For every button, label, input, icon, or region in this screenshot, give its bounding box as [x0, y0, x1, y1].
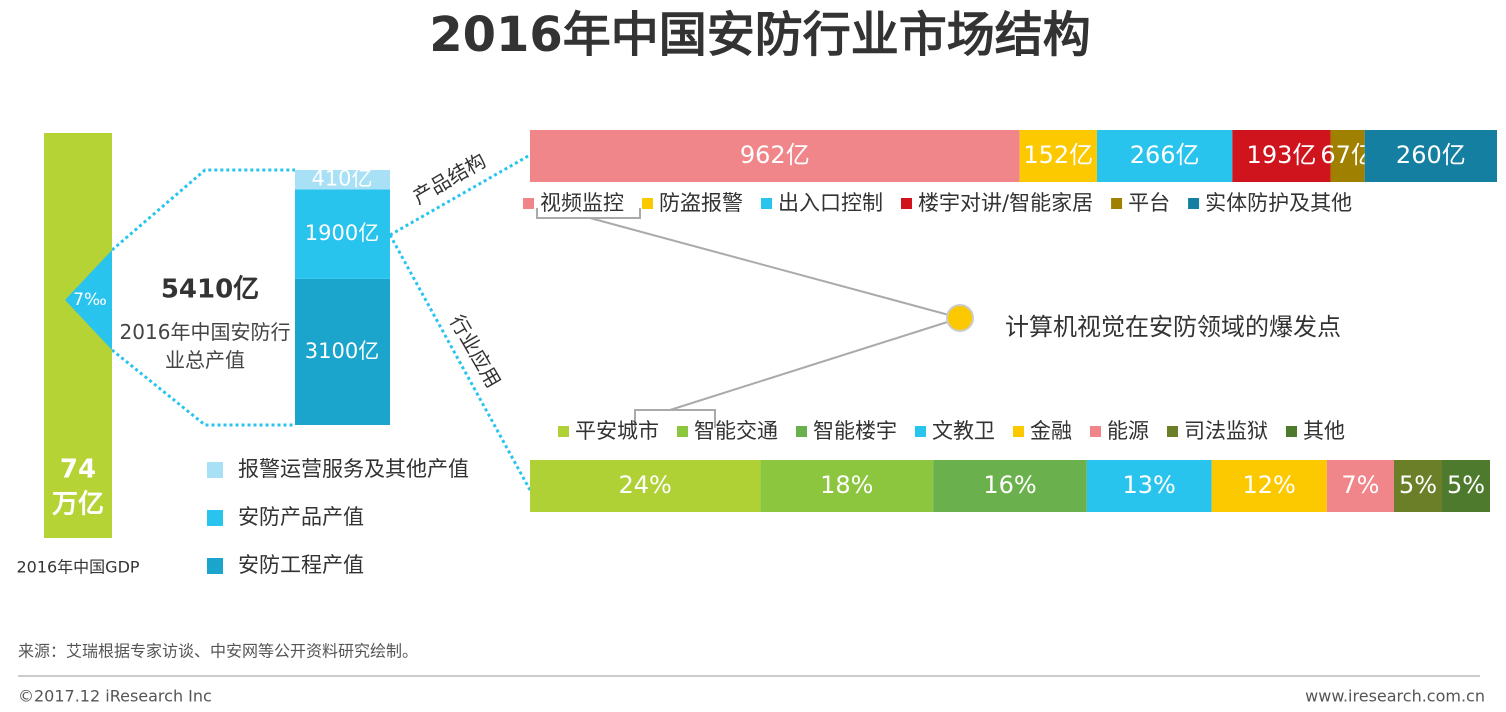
- connector: [389, 153, 531, 237]
- segment-label: 266亿: [1130, 141, 1200, 169]
- segment-label: 1900亿: [305, 221, 379, 245]
- segment: [1019, 130, 1097, 182]
- legend-swatch: [796, 426, 807, 437]
- segment-label: 7%: [1341, 471, 1379, 499]
- segment-label: 5%: [1399, 471, 1437, 499]
- value-label: 74: [60, 455, 96, 485]
- legend-swatch: [761, 198, 772, 209]
- legend-label: 其他: [1303, 419, 1345, 443]
- annotation: 计算机视觉在安防领域的爆发点: [1005, 313, 1341, 341]
- segment: [760, 460, 934, 512]
- legend-label: 智能楼宇: [813, 419, 897, 443]
- segment: [1442, 460, 1490, 512]
- website: www.iresearch.com.cn: [1305, 687, 1485, 706]
- legend-swatch: [915, 426, 926, 437]
- segment-label: 18%: [820, 471, 873, 499]
- legend-label: 司法监狱: [1184, 419, 1268, 443]
- segment-label: 24%: [619, 471, 672, 499]
- legend-label: 安防工程产值: [238, 553, 364, 577]
- legend-label: 文教卫: [932, 419, 995, 443]
- value-unit: 万亿: [52, 490, 104, 520]
- legend-swatch: [207, 462, 223, 478]
- connectors: [111, 153, 532, 491]
- legend-label: 金融: [1030, 419, 1072, 443]
- legend-label: 平安城市: [575, 419, 659, 443]
- segment-label: 13%: [1123, 471, 1176, 499]
- legend-label: 智能交通: [694, 419, 778, 443]
- callout-line: [589, 217, 961, 319]
- connector: [388, 234, 532, 491]
- segment: [295, 189, 390, 279]
- subtitle: 2016年中国安防行业总产值: [119, 320, 291, 372]
- legend-label: 平台: [1128, 191, 1170, 215]
- segment-label: 193亿: [1247, 141, 1317, 169]
- source: 来源：艾瑞根据专家访谈、中安网等公开资料研究绘制。: [18, 642, 418, 661]
- callout-dot: [946, 304, 974, 332]
- legend-swatch: [901, 198, 912, 209]
- legend-swatch: [1188, 198, 1200, 209]
- legend-swatch: [1013, 426, 1024, 437]
- legend-swatch: [558, 426, 569, 437]
- legend-swatch: [207, 558, 223, 574]
- segment: [295, 278, 390, 425]
- segment-label: 16%: [983, 471, 1036, 499]
- category-label: 2016年中国GDP: [16, 558, 139, 577]
- segment: [1326, 460, 1394, 512]
- legend-label: 实体防护及其他: [1205, 191, 1352, 215]
- segment-label: 5%: [1447, 471, 1485, 499]
- segment: [1330, 130, 1365, 182]
- segment: [1394, 460, 1442, 512]
- segment: [1364, 130, 1497, 182]
- total-label: 5410亿: [161, 275, 259, 305]
- segment: [1086, 460, 1212, 512]
- legend-label: 报警运营服务及其他产值: [238, 457, 469, 481]
- legend-swatch: [1286, 426, 1297, 437]
- segment: [933, 460, 1087, 512]
- segment: [1211, 460, 1327, 512]
- bracket: [634, 409, 716, 428]
- segment-label: 260亿: [1396, 141, 1466, 169]
- legend-swatch: [1090, 426, 1101, 437]
- legend-swatch: [1111, 198, 1123, 209]
- callout-lines: [536, 208, 961, 428]
- bracket: [536, 208, 641, 219]
- legend-label: 防盗报警: [659, 191, 743, 215]
- segment-label: 410亿: [311, 167, 372, 191]
- segment: [530, 130, 1020, 182]
- segment-label: 12%: [1243, 471, 1296, 499]
- segment-label: 962亿: [740, 141, 810, 169]
- share-wedge: [65, 250, 112, 350]
- legend-label: 安防产品产值: [238, 505, 364, 529]
- share-label: 7‰: [73, 290, 107, 310]
- legend-label: 视频监控: [540, 191, 624, 215]
- segment: [1232, 130, 1331, 182]
- segment-label: 3100亿: [305, 339, 379, 363]
- copyright: ©2017.12 iResearch Inc: [18, 687, 212, 706]
- legend-swatch: [677, 426, 688, 437]
- callout-line: [669, 317, 961, 411]
- connector: [111, 168, 295, 252]
- title: 2016年中国安防行业市场结构: [429, 7, 1091, 63]
- legend-swatch: [523, 198, 534, 209]
- segment: [530, 460, 761, 512]
- legend-swatch: [642, 198, 653, 209]
- segment-label: 152亿: [1023, 141, 1093, 169]
- legend-label: 楼宇对讲/智能家居: [918, 191, 1093, 215]
- legend-swatch: [207, 510, 223, 526]
- legend-label: 出入口控制: [778, 191, 883, 215]
- segment: [1096, 130, 1233, 182]
- legend-label: 能源: [1107, 419, 1149, 443]
- legend-swatch: [1167, 426, 1178, 437]
- segment: [295, 170, 390, 190]
